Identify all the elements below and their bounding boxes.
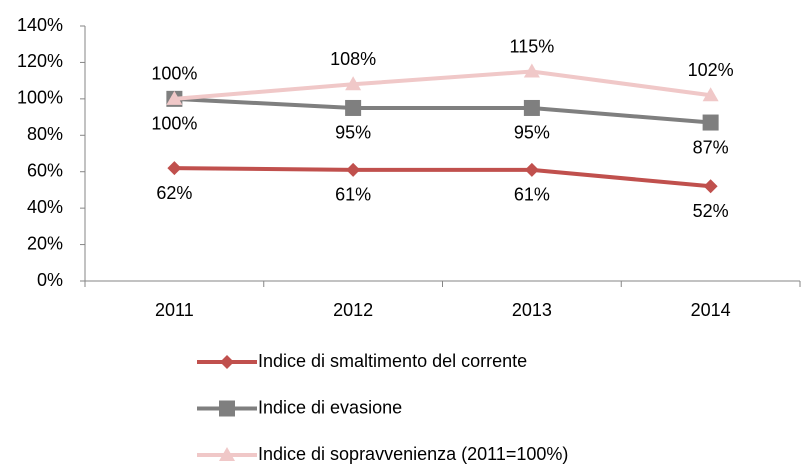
data-label: 100% xyxy=(151,64,197,84)
marker xyxy=(220,355,234,369)
series-line xyxy=(174,166,711,189)
legend-label: Indice di smaltimento del corrente xyxy=(258,351,527,371)
marker xyxy=(702,114,719,131)
data-label: 62% xyxy=(156,183,192,203)
y-tick-label: 20% xyxy=(27,233,63,253)
series-line xyxy=(174,96,711,125)
y-tick-label: 100% xyxy=(17,88,63,108)
data-label: 95% xyxy=(335,123,371,143)
data-label: 61% xyxy=(514,185,550,205)
x-tick-label: 2014 xyxy=(691,300,731,320)
data-label: 100% xyxy=(151,114,197,134)
marker xyxy=(523,99,540,116)
data-label: 95% xyxy=(514,123,550,143)
y-tick-label: 80% xyxy=(27,124,63,144)
data-label: 87% xyxy=(693,137,729,157)
legend-label: Indice di sopravvenienza (2011=100%) xyxy=(258,444,568,464)
marker xyxy=(166,90,183,105)
marker xyxy=(219,400,235,417)
marker xyxy=(703,179,718,194)
y-tick-label: 140% xyxy=(17,15,63,35)
data-label: 61% xyxy=(335,185,371,205)
marker xyxy=(524,162,539,177)
marker xyxy=(702,87,719,102)
marker xyxy=(346,162,361,177)
legend-label: Indice di evasione xyxy=(258,397,402,417)
marker xyxy=(345,99,362,116)
marker xyxy=(167,161,182,176)
marker xyxy=(523,63,540,78)
x-tick-label: 2011 xyxy=(155,300,194,320)
x-tick-label: 2012 xyxy=(333,300,373,320)
marker xyxy=(219,447,235,461)
data-label: 115% xyxy=(510,36,555,56)
y-tick-label: 120% xyxy=(17,51,63,71)
marker xyxy=(345,76,362,91)
y-tick-label: 0% xyxy=(37,270,63,290)
data-label: 52% xyxy=(693,201,729,221)
data-label: 108% xyxy=(330,49,376,69)
data-label: 102% xyxy=(688,60,734,80)
x-tick-label: 2013 xyxy=(512,300,552,320)
y-tick-label: 40% xyxy=(27,197,63,217)
y-tick-label: 60% xyxy=(27,160,63,180)
series-line xyxy=(174,69,711,101)
